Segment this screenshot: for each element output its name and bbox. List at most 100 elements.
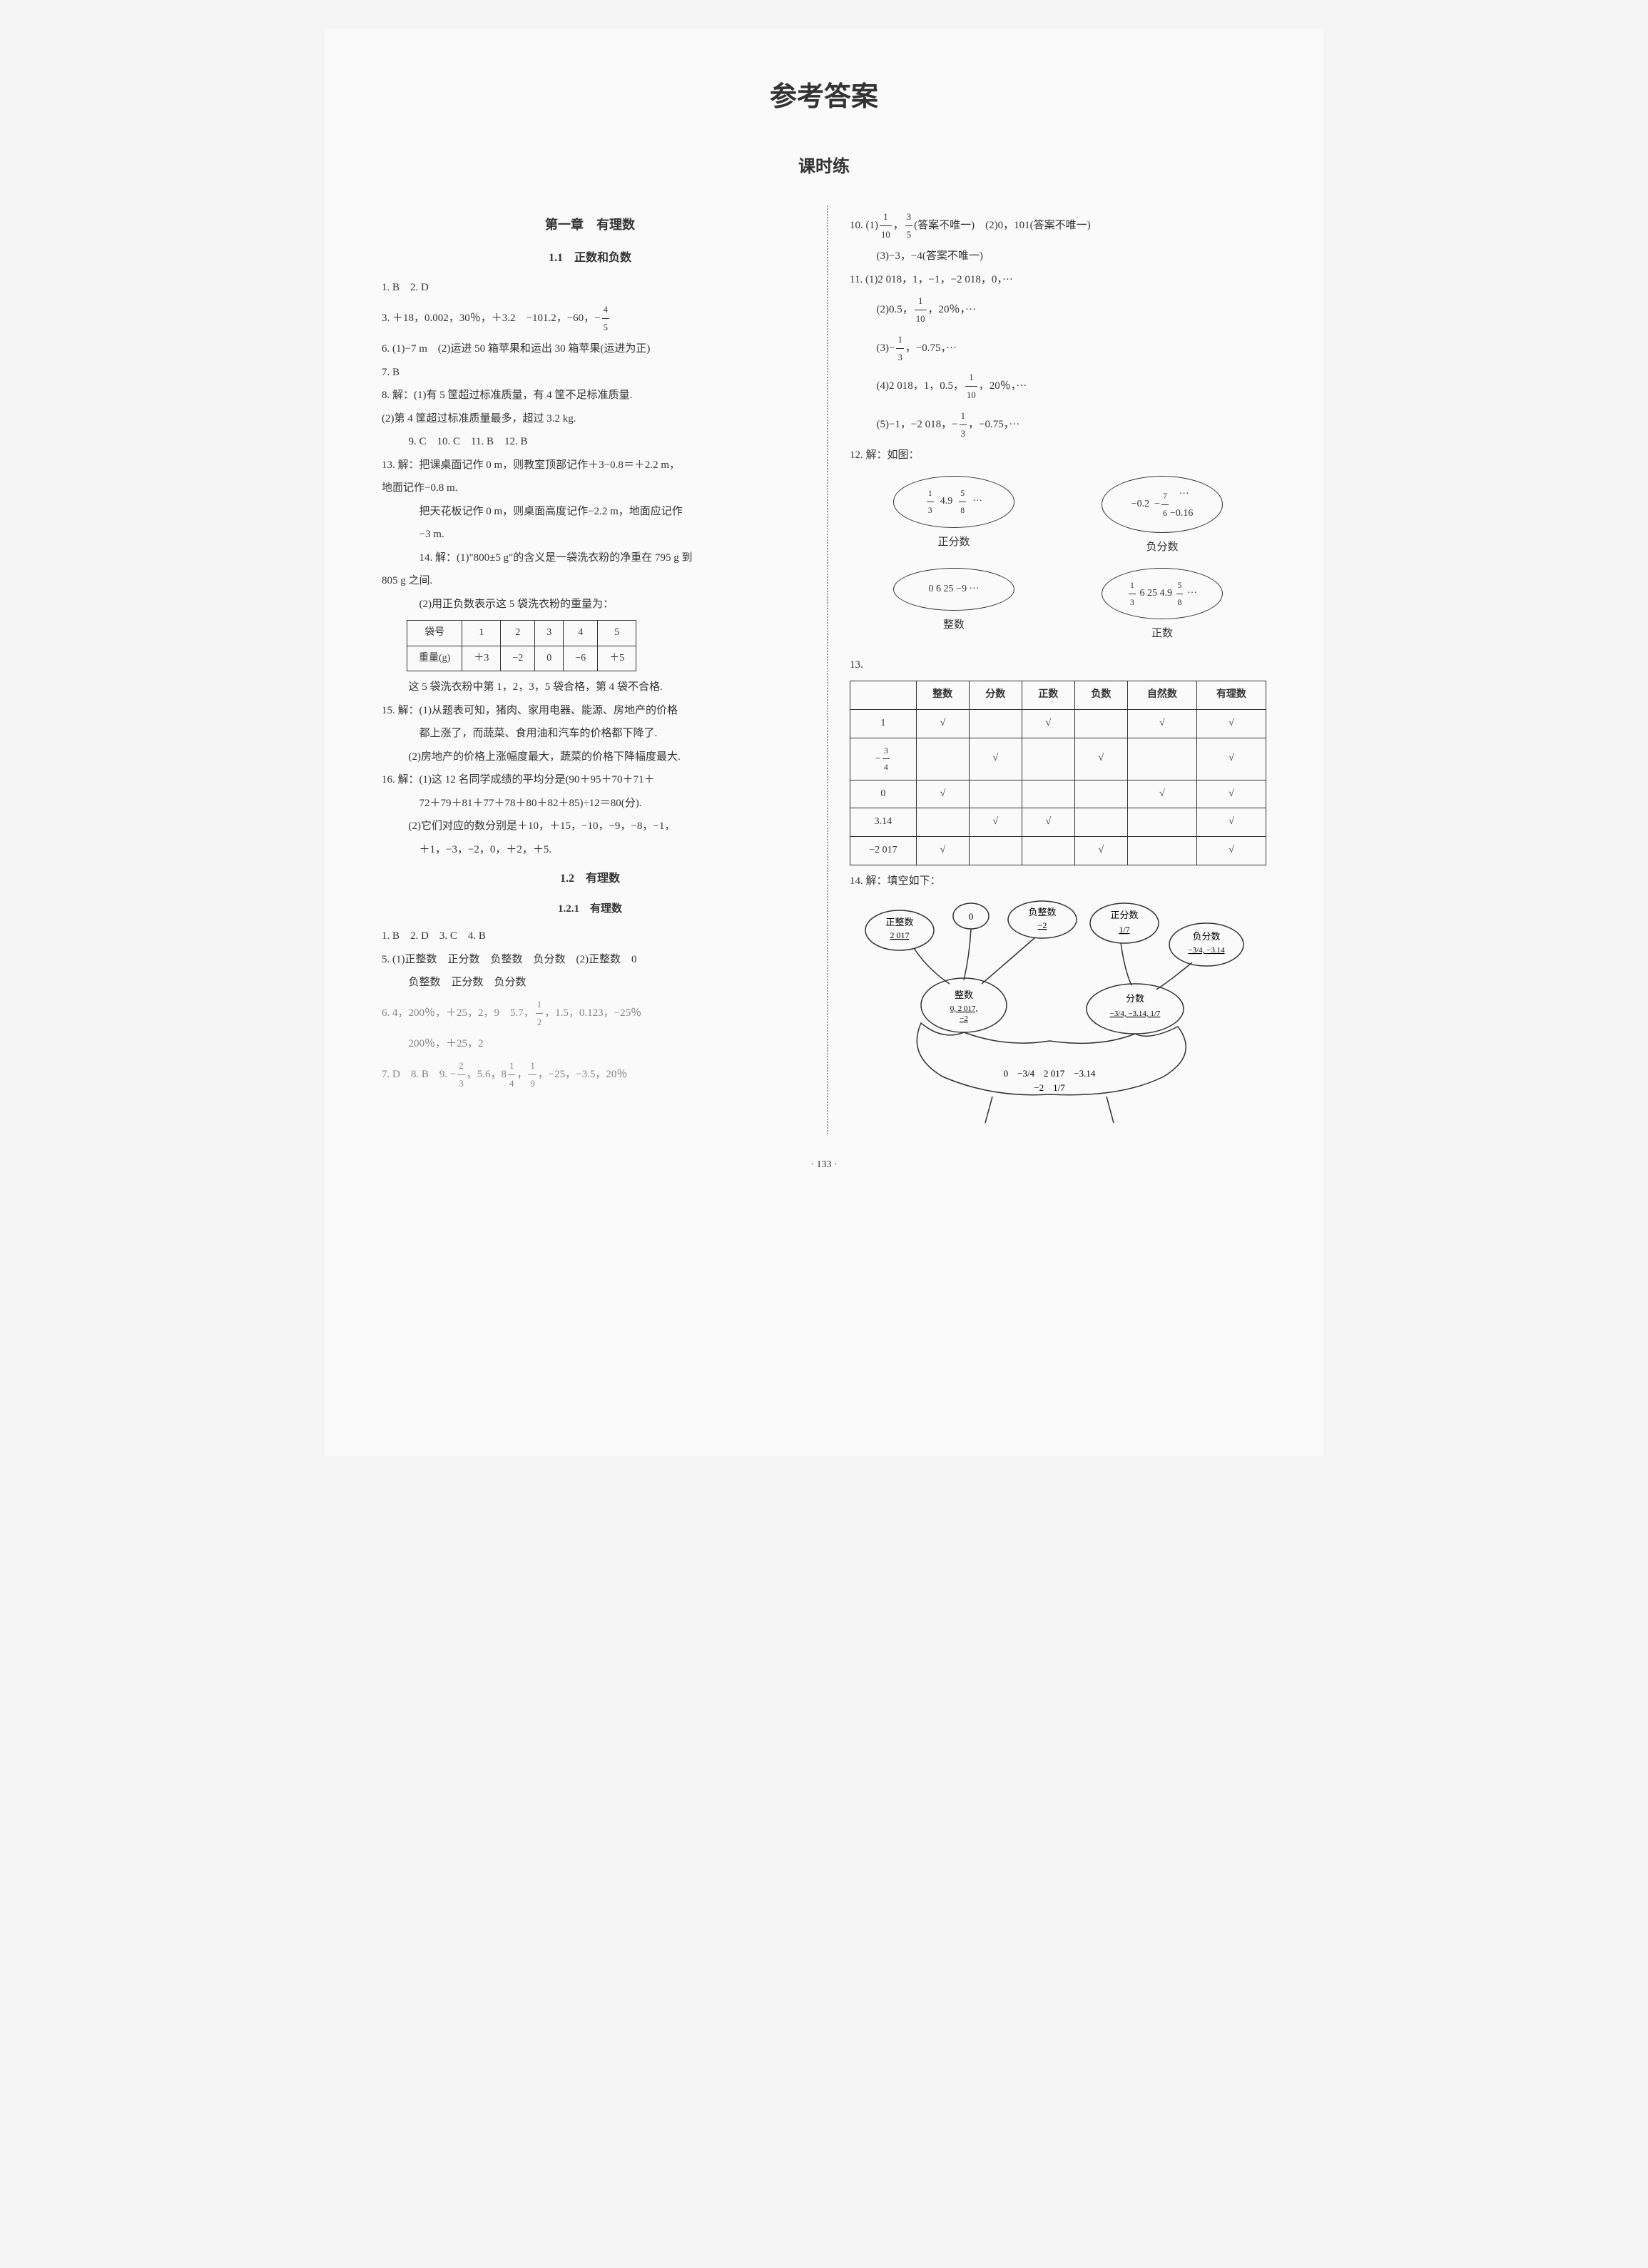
table-cell: 重量(g): [407, 646, 462, 671]
table-cell: √: [916, 780, 969, 808]
tree-node-neg-int: 负整数 −2: [1008, 901, 1077, 938]
page-number: · 133 ·: [382, 1156, 1266, 1175]
answer-line: 7. D 8. B 9. −23，5.6，814，19，−25，−3.5，20％: [382, 1057, 798, 1092]
table-cell: 3: [535, 621, 564, 646]
ellipse-row-1: 13 4.9 58 ··· 正分数 −0.2 −76 ···−0.16 负分数: [850, 476, 1266, 557]
table-cell: [1022, 738, 1074, 780]
svg-text:2 017: 2 017: [890, 930, 910, 940]
answer-line: 3. ＋18，0.002，30％，＋3.2 −101.2，−60，−45: [382, 301, 798, 336]
ellipse-label: 负分数: [1102, 537, 1223, 558]
answer-line: 9. C 10. C 11. B 12. B: [382, 432, 798, 452]
table-cell: [1127, 836, 1196, 865]
table-cell: 2: [501, 621, 535, 646]
table-cell: √: [1022, 709, 1074, 738]
tree-node-fraction: 分数 −3/4, −3.14, 1/7: [1087, 984, 1184, 1034]
answer-line: 5. (1)正整数 正分数 负整数 负分数 (2)正整数 0: [382, 950, 798, 970]
table-cell: [1074, 808, 1127, 837]
table-cell: 3.14: [850, 808, 917, 837]
section-1-2-title: 1.2 有理数: [382, 868, 798, 890]
answer-line: (2)用正负数表示这 5 袋洗衣粉的重量为：: [382, 594, 798, 615]
tree-node-zero: 0: [953, 903, 989, 929]
table-cell: √: [969, 808, 1022, 837]
table-q14: 袋号 1 2 3 4 5 重量(g) ＋3 −2 0 −6 ＋5: [407, 620, 636, 671]
table-cell: √: [1022, 808, 1074, 837]
answer-line: (3)−3，−4(答案不唯一): [850, 246, 1266, 267]
svg-text:0, 2 017,: 0, 2 017,: [950, 1005, 978, 1013]
table-cell: √: [1127, 709, 1196, 738]
answer-line: 1. B 2. D: [382, 278, 798, 298]
table-cell: 0: [535, 646, 564, 671]
table-cell: √: [1196, 738, 1266, 780]
svg-text:0: 0: [969, 911, 974, 922]
sub-title: 课时练: [382, 151, 1266, 184]
ellipse-integer: 0 6 25 −9 ···: [893, 568, 1014, 611]
ellipse-row-2: 0 6 25 −9 ··· 整数 13 6 25 4.9 58 ··· 正数: [850, 568, 1266, 644]
document-page: 参考答案 课时练 第一章 有理数 1.1 正数和负数 1. B 2. D 3. …: [325, 29, 1323, 1455]
answer-line: 负整数 正分数 负分数: [382, 972, 798, 993]
table-cell: [1127, 738, 1196, 780]
table-header: 负数: [1074, 681, 1127, 710]
chapter-title: 第一章 有理数: [382, 213, 798, 237]
tree-svg: 正整数 2 017 0 负整数 −2 正分数: [850, 898, 1249, 1127]
answer-line: 72＋79＋81＋77＋78＋80＋82＋85)÷12＝80(分).: [382, 793, 798, 814]
table-row: −34 √ √ √: [850, 738, 1266, 780]
answer-line: 这 5 袋洗衣粉中第 1，2，3，5 袋合格，第 4 袋不合格.: [382, 677, 798, 698]
tree-node-pos-int: 正整数 2 017: [865, 910, 934, 950]
table-row: 0 √ √ √: [850, 780, 1266, 808]
svg-text:正分数: 正分数: [1110, 910, 1138, 920]
table-cell: √: [1196, 808, 1266, 837]
table-q13: 整数 分数 正数 负数 自然数 有理数 1 √ √ √ √ −3: [850, 681, 1266, 865]
svg-text:正整数: 正整数: [885, 917, 913, 927]
table-header: 正数: [1022, 681, 1074, 710]
table-row: 重量(g) ＋3 −2 0 −6 ＋5: [407, 646, 636, 671]
svg-text:分数: 分数: [1126, 993, 1144, 1004]
table-cell: [1022, 836, 1074, 865]
table-cell: √: [1196, 836, 1266, 865]
table-row: 3.14 √ √ √: [850, 808, 1266, 837]
table-cell: 4: [564, 621, 598, 646]
answer-line: 200％，＋25，2: [382, 1034, 798, 1054]
table-header: 整数: [916, 681, 969, 710]
table-cell: 5: [598, 621, 636, 646]
table-cell: −6: [564, 646, 598, 671]
table-cell: √: [916, 709, 969, 738]
table-row: 1 √ √ √ √: [850, 709, 1266, 738]
answer-line: (2)房地产的价格上涨幅度最大，蔬菜的价格下降幅度最大.: [382, 747, 798, 768]
svg-text:−3/4, −3.14, 1/7: −3/4, −3.14, 1/7: [1110, 1010, 1161, 1018]
ellipse-group: 13 4.9 58 ··· 正分数: [893, 476, 1014, 557]
content-columns: 第一章 有理数 1.1 正数和负数 1. B 2. D 3. ＋18，0.002…: [382, 205, 1266, 1134]
table-cell: √: [1074, 836, 1127, 865]
table-cell: ＋5: [598, 646, 636, 671]
table-cell: √: [1196, 780, 1266, 808]
table-cell: √: [916, 836, 969, 865]
table-cell: [1022, 780, 1074, 808]
answer-line: 11. (1)2 018，1，−1，−2 018，0，···: [850, 270, 1266, 290]
left-column: 第一章 有理数 1.1 正数和负数 1. B 2. D 3. ＋18，0.002…: [382, 205, 798, 1134]
table-cell: √: [969, 738, 1022, 780]
section-1-1-title: 1.1 正数和负数: [382, 248, 798, 269]
table-cell: [1074, 709, 1127, 738]
table-header: 自然数: [1127, 681, 1196, 710]
answer-line: (3)−13，−0.75，···: [850, 331, 1266, 366]
table-cell: [969, 780, 1022, 808]
table-cell: √: [1074, 738, 1127, 780]
table-cell: 0: [850, 780, 917, 808]
tree-node-integer: 整数 0, 2 017, −2: [921, 978, 1007, 1032]
svg-text:负分数: 负分数: [1192, 931, 1220, 942]
table-cell: [969, 709, 1022, 738]
svg-text:1/7: 1/7: [1119, 925, 1129, 935]
tree-node-neg-frac: 负分数 −3/4, −3.14: [1169, 923, 1243, 966]
tree-base-text: 0 −3/4 2 017 −3.14: [1004, 1068, 1096, 1079]
answer-line: 7. B: [382, 362, 798, 383]
table-row: 整数 分数 正数 负数 自然数 有理数: [850, 681, 1266, 710]
answer-line: 805 g 之间.: [382, 571, 798, 591]
table-header: 有理数: [1196, 681, 1266, 710]
answer-line: 12. 解：如图：: [850, 445, 1266, 466]
table-cell: √: [1127, 780, 1196, 808]
answer-line: 8. 解：(1)有 5 筐超过标准质量，有 4 筐不足标准质量.: [382, 385, 798, 406]
ellipse-label: 正数: [1102, 624, 1223, 644]
table-cell: −2 017: [850, 836, 917, 865]
svg-text:负整数: 负整数: [1028, 907, 1056, 917]
ellipse-label: 整数: [893, 615, 1014, 636]
answer-line: 1. B 2. D 3. C 4. B: [382, 926, 798, 947]
